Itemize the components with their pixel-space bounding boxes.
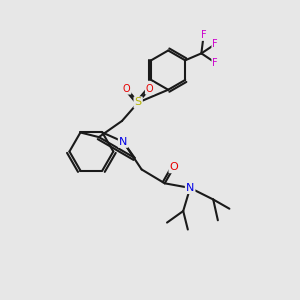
Text: F: F <box>212 39 218 49</box>
Text: F: F <box>212 58 218 68</box>
Text: O: O <box>146 84 154 94</box>
Text: S: S <box>135 98 142 107</box>
Text: N: N <box>186 183 194 193</box>
Text: O: O <box>123 84 130 94</box>
Text: F: F <box>201 30 206 40</box>
Text: O: O <box>169 162 178 172</box>
Text: N: N <box>119 137 127 147</box>
